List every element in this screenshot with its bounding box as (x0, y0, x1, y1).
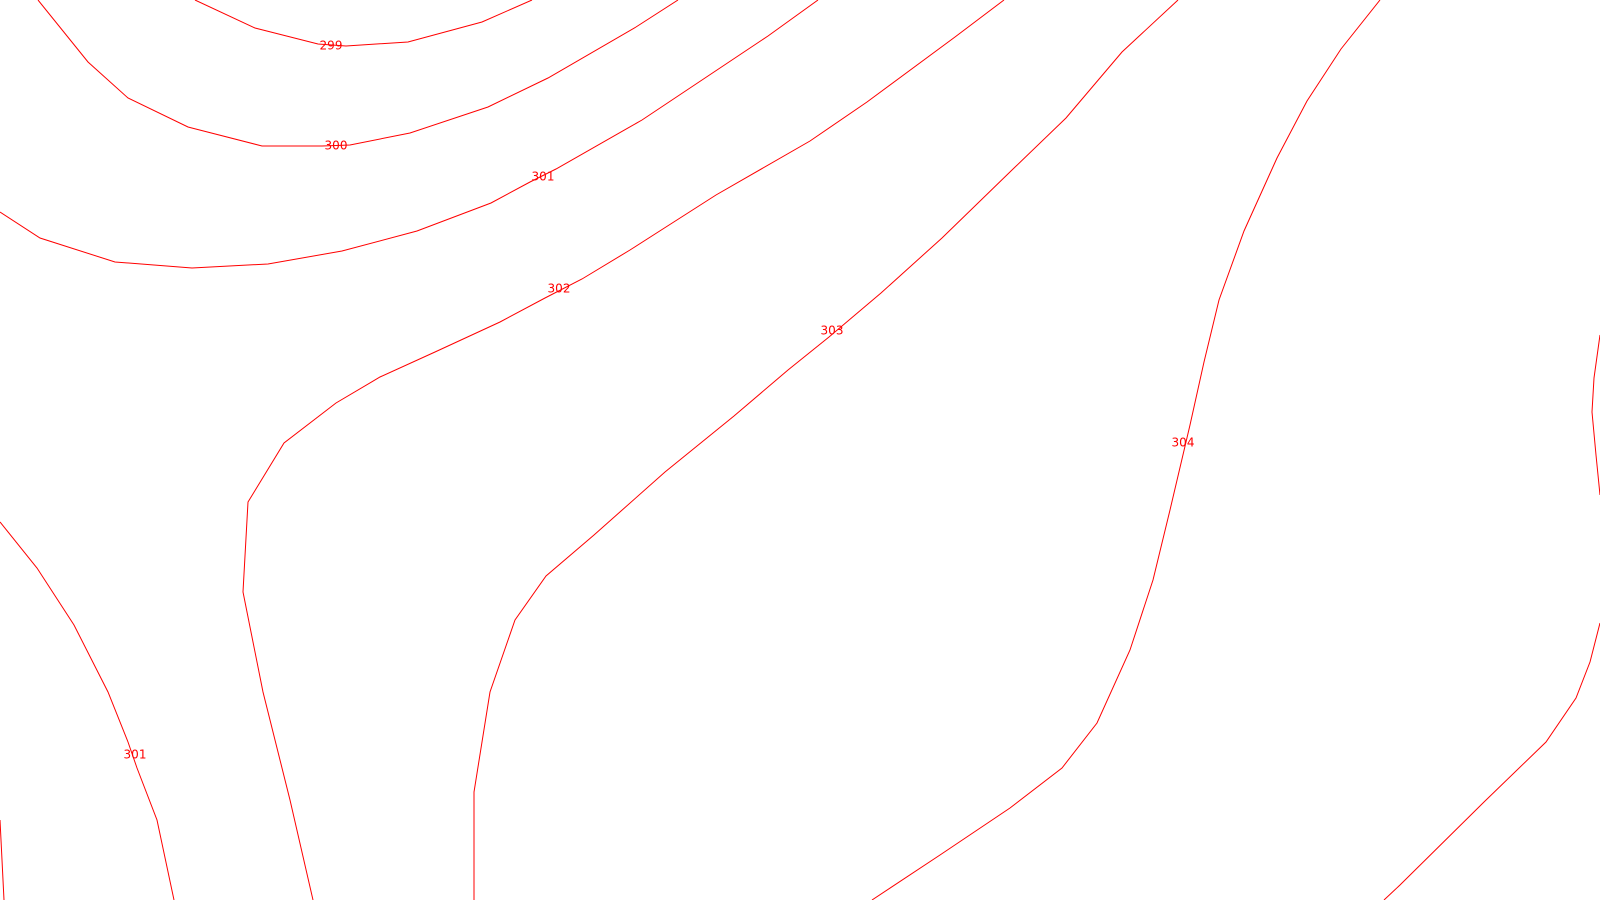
contour-300: 300 (37, 0, 679, 153)
contour-label-301-north: 301 (532, 170, 555, 184)
contour-label-301-southwest: 301 (124, 748, 147, 762)
contour-label-304: 304 (1172, 436, 1195, 450)
contour-line-301-north (0, 0, 819, 269)
contour-line-301-southwest (0, 521, 175, 900)
contour-line-304 (871, 0, 1381, 900)
contour-unlabeled-southwest (0, 819, 5, 900)
contour-label-303: 303 (821, 324, 844, 338)
contour-299: 299 (194, 0, 533, 53)
contour-line-300 (37, 0, 679, 147)
contour-line-unlabeled-east (1383, 622, 1600, 900)
contour-303: 303 (473, 0, 1179, 900)
contour-line-299 (194, 0, 533, 47)
contour-line-303 (473, 0, 1179, 900)
contour-unlabeled-east (1383, 622, 1600, 900)
contour-302: 302 (242, 0, 1005, 900)
contour-unlabeled-west-edge (1591, 334, 1600, 496)
contour-line-302 (242, 0, 1005, 900)
contour-line-unlabeled-southwest (0, 819, 5, 900)
contour-label-299: 299 (320, 39, 343, 53)
contour-label-300: 300 (325, 139, 348, 153)
contour-304: 304 (871, 0, 1381, 900)
contour-301-southwest: 301 (0, 521, 175, 900)
contour-301-north: 301 (0, 0, 819, 269)
contour-line-unlabeled-east-edge (1591, 334, 1600, 496)
contour-label-302: 302 (548, 282, 571, 296)
